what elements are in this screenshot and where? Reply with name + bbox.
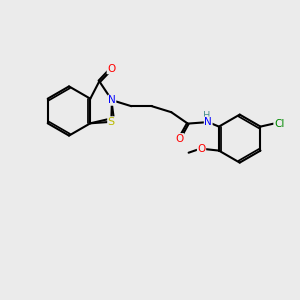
Text: O: O: [107, 64, 116, 74]
Text: N: N: [108, 95, 116, 105]
Text: N: N: [204, 117, 212, 127]
Text: H: H: [203, 110, 211, 121]
Text: S: S: [108, 117, 115, 127]
Text: O: O: [197, 144, 206, 154]
Text: O: O: [175, 134, 184, 144]
Text: Cl: Cl: [274, 118, 284, 129]
